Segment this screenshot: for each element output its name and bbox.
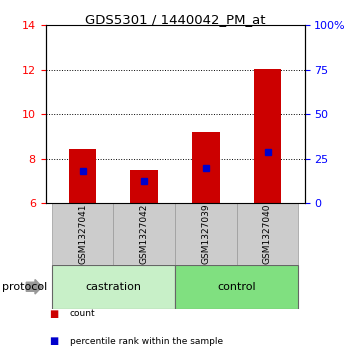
Text: percentile rank within the sample: percentile rank within the sample: [70, 337, 223, 346]
Bar: [52, 203, 113, 265]
Text: protocol: protocol: [2, 282, 47, 292]
Bar: [175, 265, 298, 309]
Text: GSM1327040: GSM1327040: [263, 204, 272, 264]
Text: ■: ■: [49, 309, 58, 319]
Bar: [192, 132, 220, 203]
Text: count: count: [70, 310, 96, 318]
Bar: [175, 203, 237, 265]
Bar: [52, 265, 175, 309]
Text: GDS5301 / 1440042_PM_at: GDS5301 / 1440042_PM_at: [85, 13, 265, 26]
Text: castration: castration: [85, 282, 141, 292]
Text: GSM1327039: GSM1327039: [201, 204, 210, 265]
Bar: [130, 170, 158, 203]
Text: control: control: [217, 282, 256, 292]
Bar: [113, 203, 175, 265]
Bar: [254, 69, 281, 203]
Bar: [237, 203, 298, 265]
Text: ■: ■: [49, 336, 58, 346]
Text: GSM1327042: GSM1327042: [140, 204, 149, 264]
Bar: [69, 149, 96, 203]
Text: GSM1327041: GSM1327041: [78, 204, 87, 264]
